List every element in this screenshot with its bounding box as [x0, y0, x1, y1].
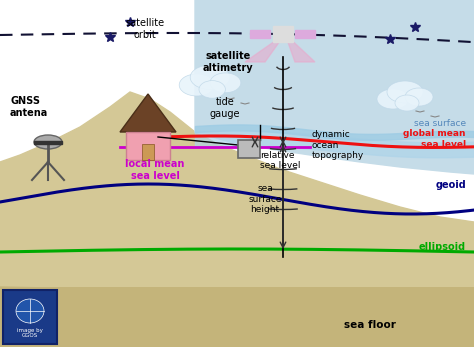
- Polygon shape: [195, 0, 474, 174]
- Ellipse shape: [210, 73, 241, 93]
- Text: satellite
altimetry: satellite altimetry: [203, 51, 253, 73]
- Text: sea floor: sea floor: [344, 320, 396, 330]
- Text: geoid: geoid: [435, 180, 466, 190]
- Text: sea surface: sea surface: [414, 118, 466, 127]
- Ellipse shape: [405, 88, 433, 106]
- Polygon shape: [34, 141, 62, 144]
- Text: ellipsoid: ellipsoid: [419, 242, 466, 252]
- Polygon shape: [0, 92, 474, 347]
- Text: image by
GGOS: image by GGOS: [17, 328, 43, 338]
- Ellipse shape: [395, 95, 419, 111]
- Polygon shape: [120, 94, 176, 132]
- Bar: [0, 287, 474, 347]
- Text: sea
surface
height: sea surface height: [248, 184, 282, 214]
- Polygon shape: [295, 30, 315, 38]
- Ellipse shape: [34, 135, 62, 149]
- Ellipse shape: [179, 74, 214, 96]
- Ellipse shape: [16, 299, 44, 323]
- Polygon shape: [273, 26, 293, 42]
- Text: relative
sea level: relative sea level: [260, 151, 301, 170]
- Ellipse shape: [190, 65, 230, 90]
- Text: local mean
sea level: local mean sea level: [125, 159, 185, 180]
- Text: tide
gauge: tide gauge: [210, 98, 240, 119]
- Polygon shape: [285, 34, 315, 62]
- Bar: [142, 144, 154, 160]
- Polygon shape: [250, 30, 270, 38]
- Ellipse shape: [387, 81, 423, 103]
- Ellipse shape: [199, 81, 226, 98]
- Polygon shape: [0, 287, 474, 347]
- FancyBboxPatch shape: [3, 290, 57, 344]
- Ellipse shape: [377, 89, 409, 109]
- Bar: [238, 140, 260, 158]
- Polygon shape: [245, 34, 285, 62]
- Bar: [126, 132, 170, 160]
- Text: dynamic
ocean
topography: dynamic ocean topography: [312, 130, 364, 160]
- Text: global mean
sea level: global mean sea level: [403, 129, 466, 149]
- Text: satellite
orbit: satellite orbit: [126, 18, 164, 40]
- Text: GNSS
antena: GNSS antena: [10, 96, 48, 118]
